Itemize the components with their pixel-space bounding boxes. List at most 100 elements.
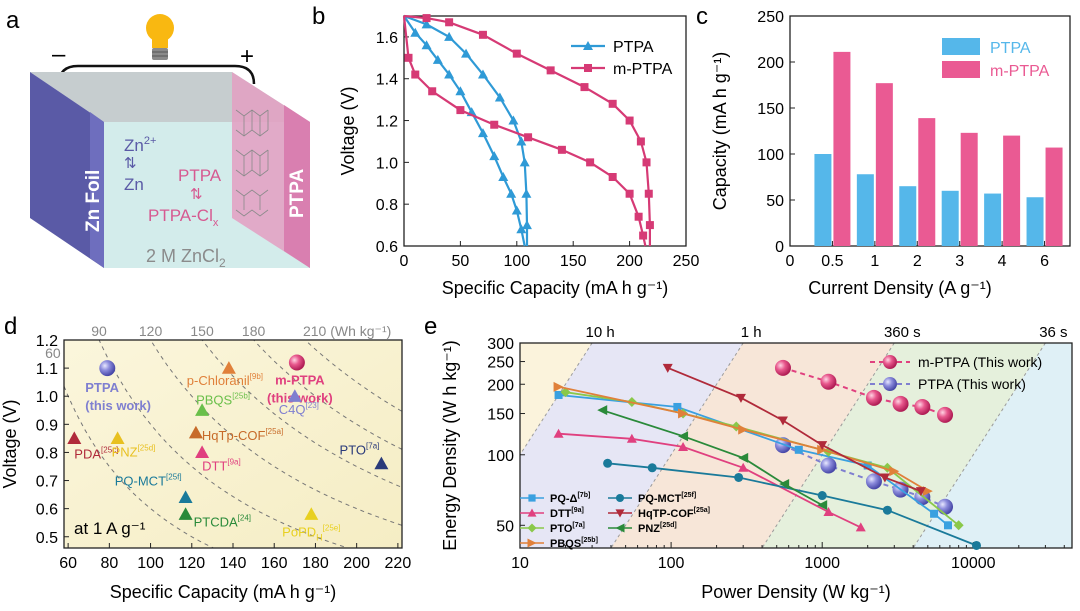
data-point-m-PTPA (524, 133, 533, 142)
zn-metal-label: Zn (124, 175, 144, 194)
y-tick-label: 1.0 (376, 155, 398, 172)
data-point-m-PTPA (546, 66, 555, 75)
data-point-HqTP-COF (879, 473, 890, 483)
data-point-HqTP-COF (915, 487, 926, 497)
data-point-m-PTPA (644, 189, 653, 198)
legend-label: PQ-Δ[7b] (550, 492, 590, 505)
y-tick-label: 1.6 (376, 30, 398, 47)
series-line-PBQS (558, 385, 929, 492)
energy-isoline (201, 340, 402, 488)
point-label: PTPA (85, 380, 119, 395)
data-point-m-PTPA (456, 106, 465, 115)
data-point-m-PTPA (490, 120, 499, 129)
data-point-m-PTPA (404, 53, 413, 62)
data-point-PBQS (553, 381, 564, 392)
legend-marker (615, 523, 625, 533)
legend-marker (584, 64, 592, 72)
legend-label: m-PTPA (This work) (918, 354, 1042, 370)
panel-letter-d: d (4, 313, 17, 340)
data-point-HqTP-COF (662, 363, 673, 373)
y-tick-label: 0.6 (376, 239, 398, 256)
panel-c-plot: 0 50 100 150 200 250 0 0.5 1 2 3 4 6 Current Density … (710, 9, 1071, 298)
data-point-PDA (67, 431, 82, 444)
y-tick-label: 250 (487, 355, 514, 372)
zn2-ion-label: Zn2+ (124, 135, 156, 155)
data-point-PQ-Δ (863, 461, 872, 470)
data-point-m-PTPA (This work) (937, 406, 954, 423)
data-point-PTPA (489, 151, 500, 161)
data-point-m-PTPA (608, 99, 617, 108)
y-tick-label: 1.1 (36, 361, 58, 378)
data-point-m-PTPA (625, 116, 634, 125)
y-tick-label: 100 (757, 147, 784, 164)
y-tick-label: 50 (496, 518, 514, 535)
legend-label: PBQS[25b] (550, 537, 598, 550)
legend-label: PQ-MCT[25f] (638, 492, 696, 505)
data-point-m-PTPA (288, 354, 305, 371)
data-point-PBQS (678, 408, 689, 419)
legend-marker (615, 509, 625, 518)
panel-a: a – + Zn Foil PTPA Zn2+ ⇅ Zn (6, 7, 310, 270)
data-point-PNZ (817, 500, 828, 511)
y-axis-label: Voltage (V) (0, 399, 20, 488)
bar-PTPA (856, 174, 874, 246)
time-band (610, 343, 895, 548)
data-point-p-Chloranil (221, 361, 236, 374)
data-point-PQ-MCT (178, 490, 193, 504)
data-point-DTT (823, 506, 834, 516)
data-point-PQ-MCT (647, 463, 657, 473)
x-tick-label: 220 (385, 555, 412, 572)
data-point-PTPA (477, 128, 488, 138)
y-axis-label: Energy Density (W h kg⁻¹) (440, 340, 460, 551)
x-tick-label: 180 (302, 555, 329, 572)
x-tick-label: 1000 (804, 555, 840, 572)
panel-letter-e: e (424, 313, 437, 340)
x-tick-label: 250 (673, 253, 700, 270)
energy-isoline (150, 340, 402, 526)
series-line-m-PTPA (403, 14, 651, 246)
x-tick-label: 0 (786, 253, 795, 270)
data-point-PQ-Δ (554, 390, 563, 399)
point-label: PQ-MCT[25f] (115, 472, 182, 488)
panel-d-plot: 60 90 120 150 180 210 (Wh kg⁻¹) 60 80 100 120 140 1… (0, 323, 412, 602)
electrolyte-label: 2 M ZnCl2 (146, 246, 226, 270)
y-tick-label: 1.4 (376, 72, 398, 89)
y-tick-label: 1.2 (36, 333, 58, 350)
panel-b-plot: 0 50 100 150 200 250 0.6 0.8 1.0 1.2 1.4 1.6 Specifi… (338, 14, 699, 298)
bar-PTPA (1026, 197, 1044, 246)
data-point-PQ-Δ (943, 521, 952, 530)
legend-label: PTPA (613, 39, 654, 56)
data-point-PTPA (498, 172, 509, 181)
panel-letter-a: a (6, 7, 20, 34)
data-point-PTPA (477, 69, 488, 79)
bar-m-PTPA (918, 118, 936, 246)
data-point-PNZ (110, 431, 125, 444)
data-point-m-PTPA (422, 14, 431, 23)
series-line-DTT (558, 432, 862, 529)
energy-label: 180 (242, 323, 266, 339)
energy-isolines (64, 340, 402, 548)
data-point-PTO (953, 520, 964, 531)
data-point-HqTP-COF (777, 416, 788, 426)
data-point-PBQS (889, 466, 900, 477)
data-point-PQ-Δ (794, 445, 803, 454)
data-point-PTPA (99, 360, 116, 377)
series-line-PTPA (403, 14, 529, 246)
data-point-m-PTPA (411, 70, 420, 79)
data-point-PoPD (304, 507, 319, 520)
point-label: p-Chloranil[9b] (187, 372, 263, 388)
energy-label: 60 (45, 345, 61, 361)
data-point-PQ-Δ (930, 509, 939, 518)
bar-m-PTPA (875, 83, 893, 246)
legend-label: PTPA (990, 40, 1031, 57)
ptpa-clx-label: PTPA-Clx (148, 206, 219, 229)
legend-swatch (942, 61, 980, 78)
bar-m-PTPA (833, 51, 851, 246)
data-point-PTO (374, 456, 389, 470)
data-point-PBQS (922, 486, 933, 497)
x-tick-label: 100 (503, 253, 530, 270)
x-tick-label: 140 (220, 555, 247, 572)
framework-illustration (235, 109, 269, 217)
data-point-PTPA (410, 27, 421, 37)
x-tick-label: 200 (343, 555, 370, 572)
